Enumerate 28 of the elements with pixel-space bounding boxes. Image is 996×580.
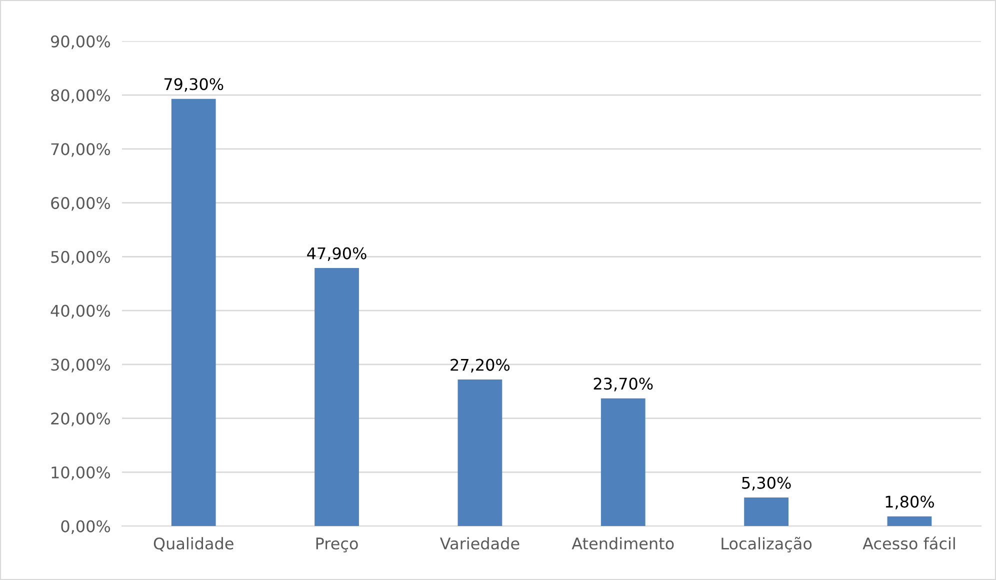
y-tick-label: 30,00% — [51, 358, 110, 372]
y-tick-label: 90,00% — [51, 35, 110, 50]
data-label: 1,80% — [886, 496, 934, 510]
x-tick-label: Acesso fácil — [862, 536, 955, 550]
y-tick-label: 50,00% — [51, 250, 110, 265]
data-label: 5,30% — [742, 476, 791, 490]
y-tick-label: 10,00% — [52, 466, 110, 480]
y-tick-label: 40,00% — [50, 304, 110, 318]
bar — [887, 516, 932, 526]
data-label: 27,20% — [450, 358, 510, 372]
x-tick-label: Variedade — [440, 537, 520, 550]
y-tick-label: 0,00% — [61, 520, 110, 534]
x-tick-label: Preço — [316, 538, 358, 552]
data-label: 79,30% — [164, 78, 224, 92]
x-tick-label: Atendimento — [572, 537, 674, 550]
data-label: 23,70% — [594, 378, 653, 392]
bar — [314, 268, 359, 526]
y-tick-label: 70,00% — [51, 143, 110, 157]
bar — [458, 380, 502, 526]
x-tick-label: Localização — [722, 536, 812, 552]
x-tick-label: Qualidade — [154, 537, 234, 552]
bar — [600, 398, 646, 526]
data-label: 47,90% — [307, 247, 366, 261]
y-tick-label: 60,00% — [51, 197, 110, 211]
y-tick-label: 20,00% — [51, 412, 110, 426]
bar — [171, 98, 216, 526]
bar — [744, 498, 788, 526]
y-tick-label: 80,00% — [51, 89, 110, 103]
